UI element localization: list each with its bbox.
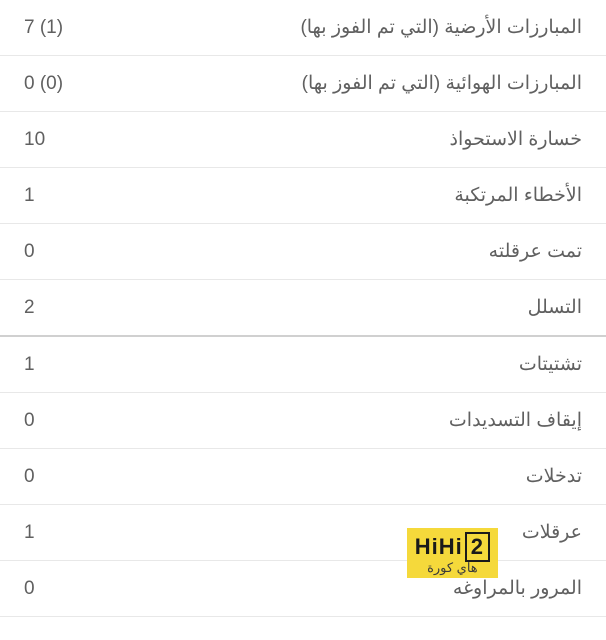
stat-label: تدخلات: [526, 465, 582, 488]
stat-label: خسارة الاستحواذ: [450, 128, 582, 151]
stat-label: المبارزات الهوائية (التي تم الفوز بها): [302, 72, 582, 95]
watermark-boxed: 2: [465, 532, 490, 562]
stat-label: تمت عرقلته: [489, 240, 582, 263]
stat-value: 2: [24, 297, 35, 319]
stat-value: 10: [24, 129, 45, 151]
table-row: تمت عرقلته 0: [0, 224, 606, 280]
table-row: المرور بالمراوغه 0: [0, 561, 606, 617]
table-row: تدخلات 0: [0, 449, 606, 505]
stat-value: 0: [24, 466, 35, 488]
stat-value: 1: [24, 354, 35, 376]
stat-value: 0: [24, 410, 35, 432]
watermark-brand: HiHi2: [415, 532, 490, 562]
stat-label: عرقلات: [522, 521, 582, 544]
stat-value: 7 (1): [24, 17, 63, 39]
stat-label: المبارزات الأرضية (التي تم الفوز بها): [300, 16, 582, 39]
table-row: المبارزات الهوائية (التي تم الفوز بها) 0…: [0, 56, 606, 112]
table-row: التسلل 2: [0, 280, 606, 337]
stat-label: المرور بالمراوغه: [453, 577, 582, 600]
table-row: المبارزات الأرضية (التي تم الفوز بها) 7 …: [0, 0, 606, 56]
stat-label: تشتيتات: [519, 353, 582, 376]
table-row: الأخطاء المرتكبة 1: [0, 168, 606, 224]
stat-value: 1: [24, 185, 35, 207]
watermark-prefix: HiHi: [415, 534, 463, 559]
watermark-badge: HiHi2 هاي كورة: [407, 528, 498, 578]
table-row: عرقلات 1: [0, 505, 606, 561]
stat-value: 0: [24, 578, 35, 600]
stat-label: التسلل: [528, 296, 582, 319]
table-row: خسارة الاستحواذ 10: [0, 112, 606, 168]
stat-label: إيقاف التسديدات: [449, 409, 582, 432]
stat-value: 1: [24, 522, 35, 544]
stat-label: الأخطاء المرتكبة: [454, 184, 582, 207]
stats-table: المبارزات الأرضية (التي تم الفوز بها) 7 …: [0, 0, 606, 617]
watermark-subtitle: هاي كورة: [415, 560, 490, 576]
table-row: إيقاف التسديدات 0: [0, 393, 606, 449]
table-row: تشتيتات 1: [0, 337, 606, 393]
stat-value: 0 (0): [24, 73, 63, 95]
stat-value: 0: [24, 241, 35, 263]
